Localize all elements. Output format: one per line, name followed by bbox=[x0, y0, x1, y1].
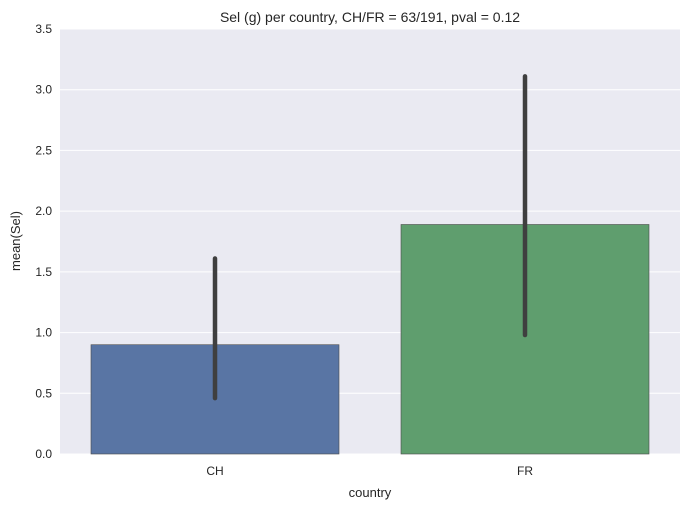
x-axis-ticks: CH FR bbox=[206, 464, 533, 478]
y-tick-label: 3.0 bbox=[35, 83, 52, 97]
y-axis-label: mean(Sel) bbox=[8, 211, 23, 271]
x-tick-label: CH bbox=[206, 464, 223, 478]
error-bars bbox=[212, 74, 528, 401]
y-tick-label: 0.0 bbox=[35, 447, 52, 461]
y-tick-label: 0.5 bbox=[35, 386, 52, 400]
y-tick-label: 2.0 bbox=[35, 204, 52, 218]
x-axis-label: country bbox=[349, 485, 392, 500]
x-tick-label: FR bbox=[517, 464, 533, 478]
y-tick-label: 3.5 bbox=[35, 22, 52, 36]
y-tick-label: 1.0 bbox=[35, 326, 52, 340]
chart-title: Sel (g) per country, CH/FR = 63/191, pva… bbox=[220, 9, 520, 25]
y-tick-label: 2.5 bbox=[35, 143, 52, 157]
y-tick-label: 1.5 bbox=[35, 265, 52, 279]
y-axis-ticks: 0.0 0.5 1.0 1.5 2.0 2.5 3.0 3.5 bbox=[35, 22, 52, 461]
